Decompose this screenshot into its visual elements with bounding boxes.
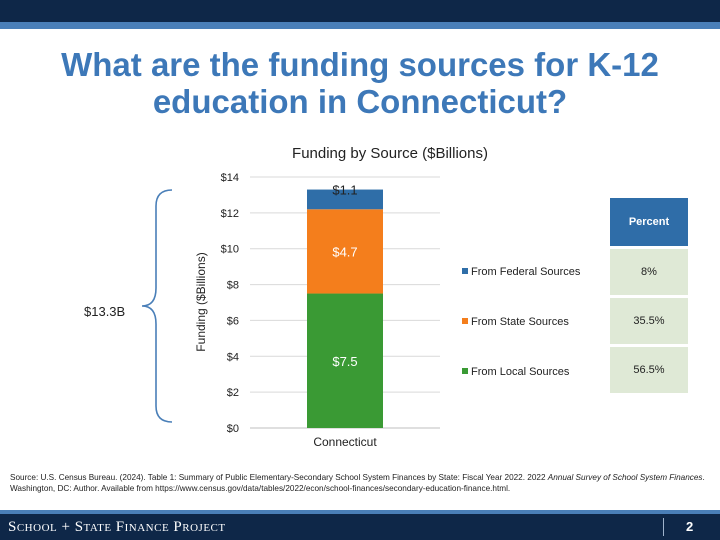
slide-title: What are the funding sources for K-12 ed… xyxy=(61,46,659,120)
top-banner xyxy=(0,0,720,22)
total-funding-label: $13.3B xyxy=(84,304,126,319)
footer-organization: School + State Finance Project xyxy=(8,519,226,535)
y-axis-label: Funding ($Billions) xyxy=(194,252,208,351)
legend-swatch xyxy=(462,268,468,274)
source-prefix: Source: U.S. Census Bureau. (2024). Tabl… xyxy=(10,473,548,482)
funding-chart: $0 $2 $4 $6 $8 $10 $12 $14 Funding ($Billions) Co… xyxy=(194,172,581,449)
y-tick-label: $10 xyxy=(221,244,239,256)
legend-label: From Local Sources xyxy=(471,366,570,378)
bar-segment xyxy=(307,293,383,428)
data-label: $1.1 xyxy=(332,183,357,198)
legend-label: From State Sources xyxy=(471,316,569,328)
percent-state: 35.5% xyxy=(610,298,688,344)
legend-swatch xyxy=(462,318,468,324)
source-citation: Source: U.S. Census Bureau. (2024). Tabl… xyxy=(10,472,710,494)
brace-icon xyxy=(141,189,173,423)
percent-header: Percent xyxy=(610,198,688,246)
chart-title: Funding by Source ($Billions) xyxy=(292,145,488,162)
y-tick-label: $4 xyxy=(227,351,239,363)
y-tick-label: $6 xyxy=(227,315,239,327)
y-tick-label: $2 xyxy=(227,387,239,399)
y-tick-label: $12 xyxy=(221,208,239,220)
y-tick-label: $0 xyxy=(227,423,239,435)
percent-local: 56.5% xyxy=(610,347,688,393)
bar-segment xyxy=(307,189,383,210)
bottom-accent-stripe xyxy=(0,510,720,514)
footer-bar: School + State Finance Project 2 xyxy=(0,514,720,540)
footer-divider xyxy=(663,518,664,536)
data-label: $7.5 xyxy=(332,354,357,369)
percent-table: Percent 8% 35.5% 56.5% xyxy=(610,198,688,396)
x-tick-label: Connecticut xyxy=(313,435,377,449)
source-suffix: . Washington, DC: Author. Available from… xyxy=(10,473,705,493)
legend-label: From Federal Sources xyxy=(471,266,581,278)
bar-segment xyxy=(307,209,383,294)
source-italic: Annual Survey of School System Finances xyxy=(547,473,703,482)
legend-swatch xyxy=(462,368,468,374)
top-accent-stripe xyxy=(0,22,720,29)
y-tick-label: $14 xyxy=(221,172,239,184)
page-number: 2 xyxy=(686,519,694,534)
percent-federal: 8% xyxy=(610,249,688,295)
data-label: $4.7 xyxy=(332,244,357,259)
y-tick-label: $8 xyxy=(227,280,239,292)
